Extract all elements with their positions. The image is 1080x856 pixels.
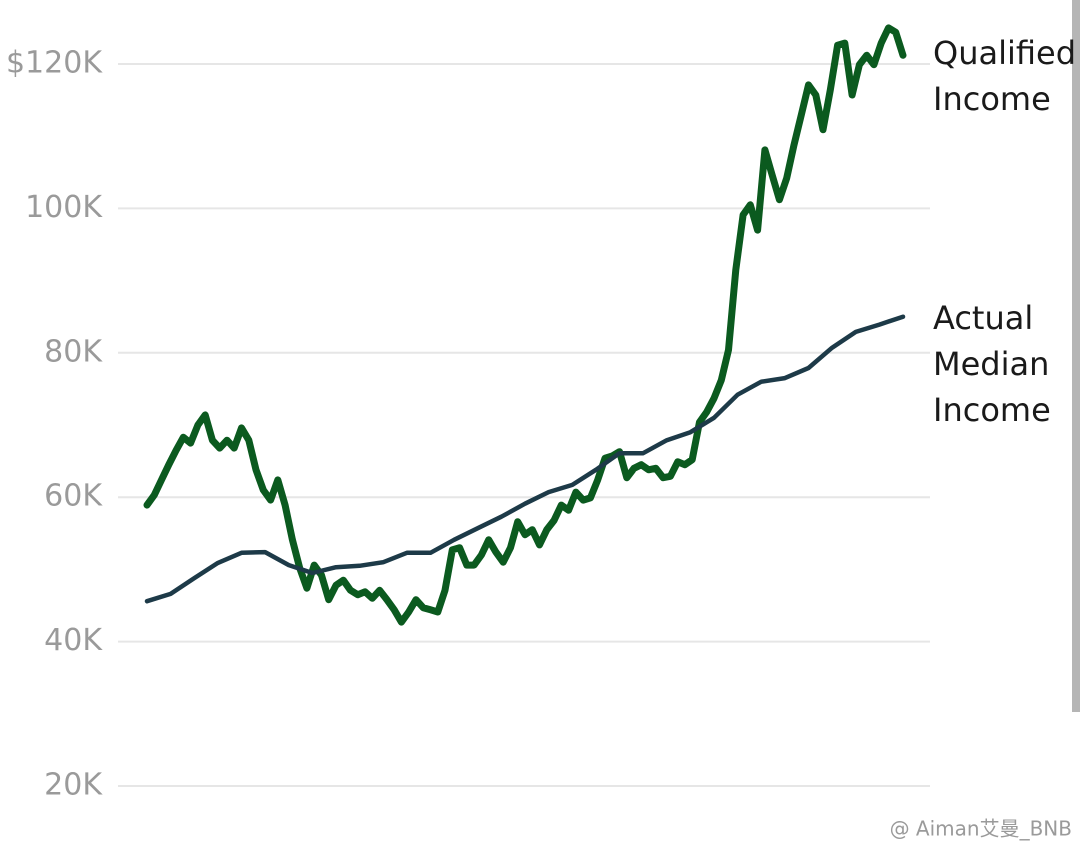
series-label: Qualified Income [933,34,1077,118]
y-tick-label: 80K [44,334,103,369]
y-tick-label: 40K [44,623,103,658]
y-tick-label: 100K [25,190,103,225]
y-tick-label: 20K [44,768,103,803]
y-tick-label: 60K [44,479,103,514]
line-series [144,314,906,604]
scrollbar[interactable] [1072,0,1080,712]
line-series [143,24,907,626]
series-label: Actual Median Income [933,299,1051,429]
watermark: @ Aiman艾曼_BNB [890,817,1072,841]
y-tick-label: $120K [6,46,103,81]
